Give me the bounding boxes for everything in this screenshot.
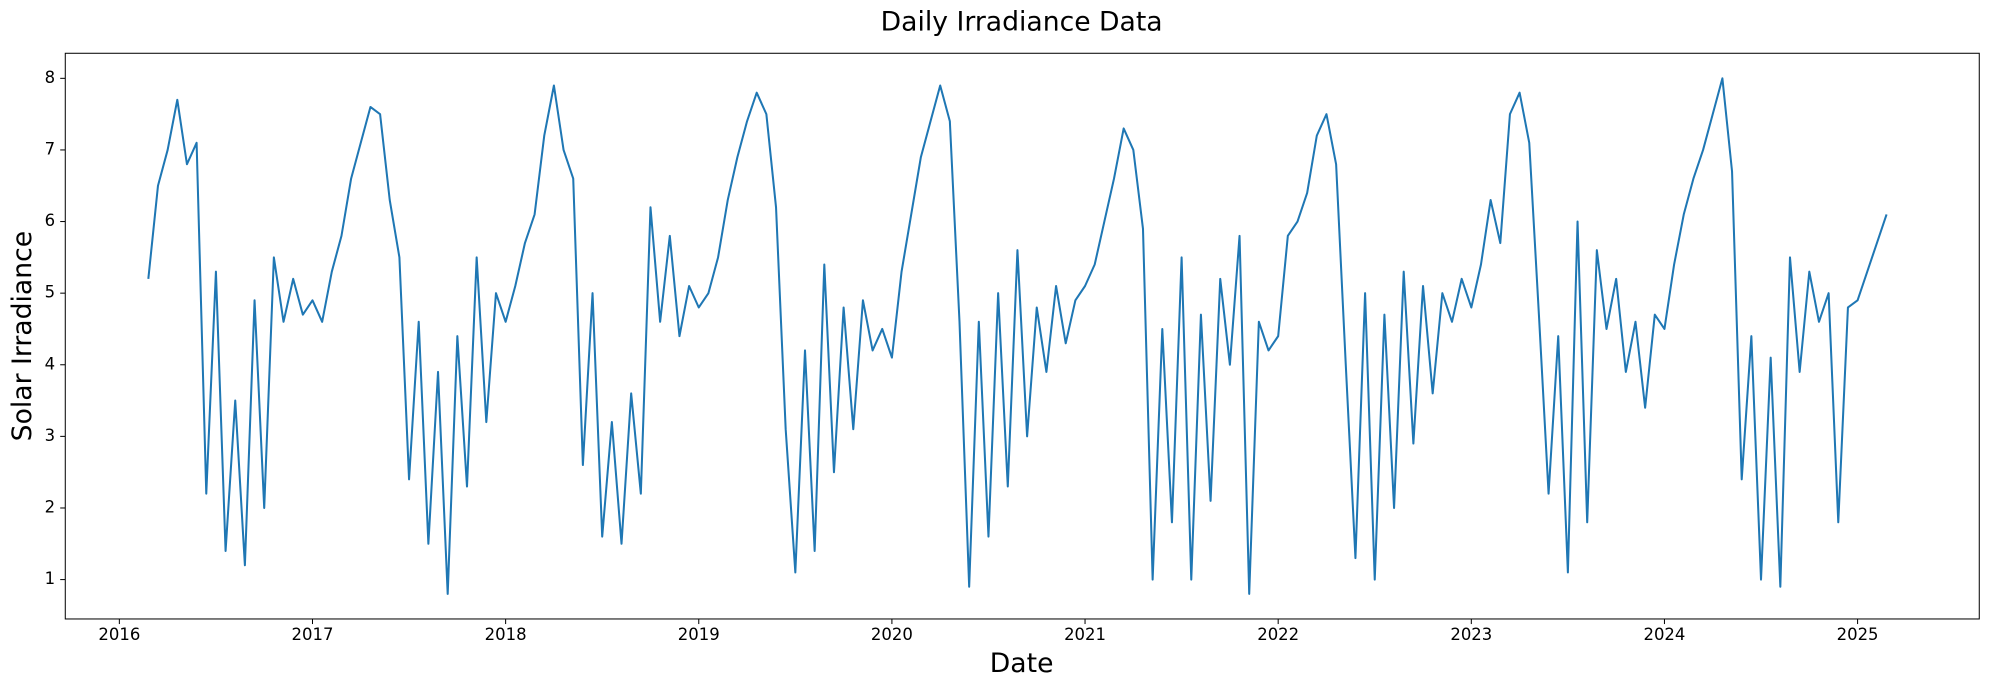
x-tick-label: 2019 <box>678 625 720 644</box>
x-tick-label: 2024 <box>1643 625 1685 644</box>
x-tick-label: 2022 <box>1257 625 1299 644</box>
x-tick-label: 2020 <box>871 625 913 644</box>
y-axis-label: Solar Irradiance <box>7 231 38 441</box>
data-line <box>147 77 1888 595</box>
x-tick-label: 2016 <box>98 625 140 644</box>
x-tick-label: 2023 <box>1450 625 1492 644</box>
y-tick-label: 3 <box>45 426 55 445</box>
x-tick-label: 2018 <box>485 625 527 644</box>
y-tick-label: 6 <box>45 211 55 230</box>
y-tick-label: 4 <box>45 354 55 373</box>
chart-title: Daily Irradiance Data <box>881 6 1163 37</box>
y-tick-label: 8 <box>45 68 55 87</box>
x-tick-label: 2021 <box>1064 625 1106 644</box>
x-tick-label: 2017 <box>292 625 334 644</box>
x-tick-label: 2025 <box>1837 625 1879 644</box>
y-tick-label: 2 <box>45 497 55 516</box>
y-tick-label: 5 <box>45 283 55 302</box>
plot-frame <box>64 52 1980 620</box>
y-tick-label: 1 <box>45 569 55 588</box>
y-tick-label: 7 <box>45 139 55 158</box>
x-axis-label: Date <box>990 648 1054 679</box>
